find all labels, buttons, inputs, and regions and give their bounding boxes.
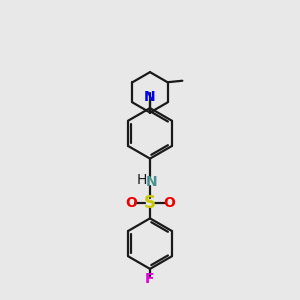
Text: N: N — [144, 90, 156, 104]
Text: H: H — [136, 173, 147, 187]
Text: F: F — [145, 272, 155, 286]
Text: O: O — [125, 196, 137, 210]
Text: O: O — [163, 196, 175, 210]
Text: N: N — [146, 175, 157, 188]
Text: S: S — [144, 194, 156, 212]
